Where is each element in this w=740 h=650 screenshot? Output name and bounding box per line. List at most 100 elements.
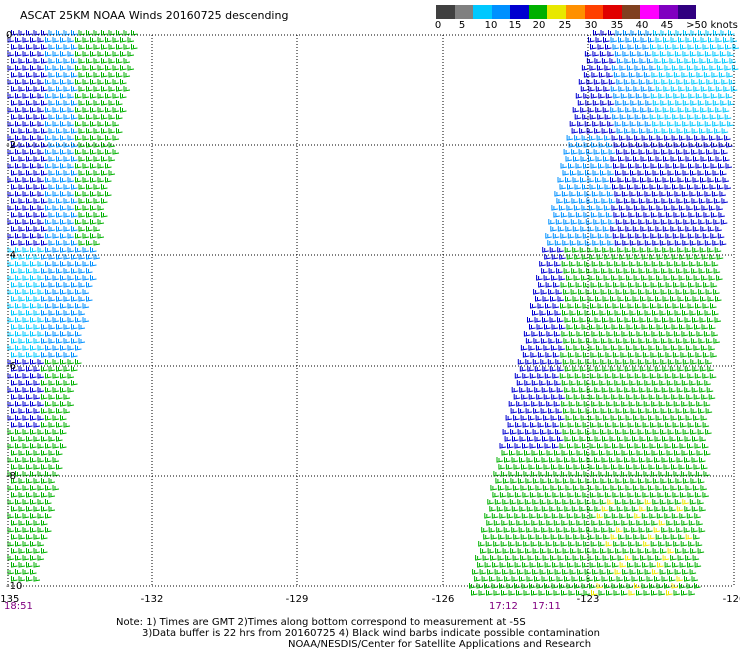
notes-line-2: 3)Data buffer is 22 hrs from 20160725 4)… — [142, 628, 600, 639]
wind-barb — [15, 499, 22, 505]
legend-label: 0 — [434, 20, 442, 31]
wind-barb — [717, 233, 725, 239]
wind-barb — [18, 394, 26, 400]
wind-barb — [685, 485, 692, 491]
wind-barb — [496, 527, 503, 533]
wind-barb — [558, 394, 566, 400]
wind-barb — [620, 352, 627, 358]
wind-barb — [33, 226, 41, 232]
wind-barb — [52, 219, 60, 225]
wind-barb — [526, 576, 534, 582]
wind-barb — [706, 198, 713, 204]
wind-barb — [18, 478, 26, 484]
wind-barb — [33, 268, 41, 274]
wind-barb — [697, 170, 705, 176]
wind-barb — [688, 541, 695, 547]
wind-barb — [661, 268, 668, 274]
wind-barb — [515, 471, 523, 477]
wind-barb — [86, 268, 93, 274]
wind-barb — [722, 107, 730, 113]
wind-barb — [635, 44, 642, 50]
wind-barb — [11, 226, 18, 232]
wind-barb — [63, 142, 71, 148]
wind-barb — [599, 380, 606, 386]
wind-barb — [543, 464, 551, 470]
wind-barb — [664, 184, 672, 190]
wind-barb — [672, 233, 680, 239]
wind-barb — [7, 415, 15, 421]
wind-barb — [691, 506, 699, 512]
wind-barb — [593, 408, 600, 414]
wind-barb — [97, 93, 105, 99]
wind-barb — [48, 44, 56, 50]
wind-barb — [37, 387, 45, 393]
wind-barb — [646, 527, 653, 533]
wind-barb — [665, 44, 672, 50]
wind-barb — [629, 310, 637, 316]
wind-barb — [26, 324, 33, 330]
wind-barb — [573, 534, 580, 540]
wind-barb — [90, 65, 97, 71]
wind-barb — [7, 345, 15, 351]
wind-barb — [567, 422, 575, 428]
wind-barb — [71, 338, 78, 344]
wind-barb — [668, 149, 676, 155]
wind-barb — [15, 485, 22, 491]
wind-barb — [687, 373, 694, 379]
wind-barb — [571, 527, 578, 533]
wind-barb — [627, 233, 635, 239]
wind-barb — [78, 184, 86, 190]
wind-barb — [658, 331, 666, 337]
wind-barb — [101, 44, 108, 50]
wind-barb — [667, 569, 674, 575]
wind-barb — [606, 261, 614, 267]
wind-barb — [90, 37, 97, 43]
wind-barb — [702, 443, 709, 449]
wind-barb — [595, 555, 602, 561]
wind-barb — [617, 107, 625, 113]
wind-barb — [108, 156, 116, 162]
wind-barb — [82, 177, 90, 183]
wind-barb — [48, 422, 56, 428]
wind-barb — [33, 520, 41, 526]
wind-barb — [60, 205, 67, 211]
wind-barb — [555, 289, 563, 295]
wind-barb — [672, 184, 679, 190]
wind-barb — [602, 247, 609, 253]
wind-barb — [30, 191, 37, 197]
wind-barb — [685, 226, 692, 232]
wind-barb — [643, 93, 650, 99]
wind-barb — [656, 513, 664, 519]
wind-barb — [634, 373, 642, 379]
wind-barb — [560, 541, 568, 547]
wind-barb — [550, 485, 557, 491]
wind-barb — [678, 534, 685, 540]
wind-barb — [637, 429, 645, 435]
wind-barb — [553, 590, 561, 596]
wind-barb — [601, 58, 609, 64]
wind-barb — [517, 478, 525, 484]
wind-barb — [616, 457, 624, 463]
wind-barb — [682, 100, 690, 106]
wind-barb — [692, 296, 700, 302]
wind-barb — [664, 135, 671, 141]
wind-barb — [678, 205, 686, 211]
wind-barb — [22, 107, 30, 113]
wind-barb — [45, 149, 52, 155]
legend-label: >50 knots — [686, 20, 738, 31]
wind-barb — [662, 317, 669, 323]
wind-barb — [56, 226, 63, 232]
wind-barb — [648, 345, 655, 351]
wind-barb — [26, 72, 33, 78]
wind-barb — [520, 555, 527, 561]
wind-barb — [18, 100, 26, 106]
wind-barb — [22, 289, 30, 295]
wind-barb — [7, 261, 15, 267]
wind-barb — [490, 534, 498, 540]
wind-barb — [67, 191, 75, 197]
wind-barb — [18, 450, 26, 456]
wind-barb — [721, 198, 728, 204]
wind-barb — [586, 149, 593, 155]
wind-barb — [697, 429, 705, 435]
wind-barb — [682, 548, 690, 554]
